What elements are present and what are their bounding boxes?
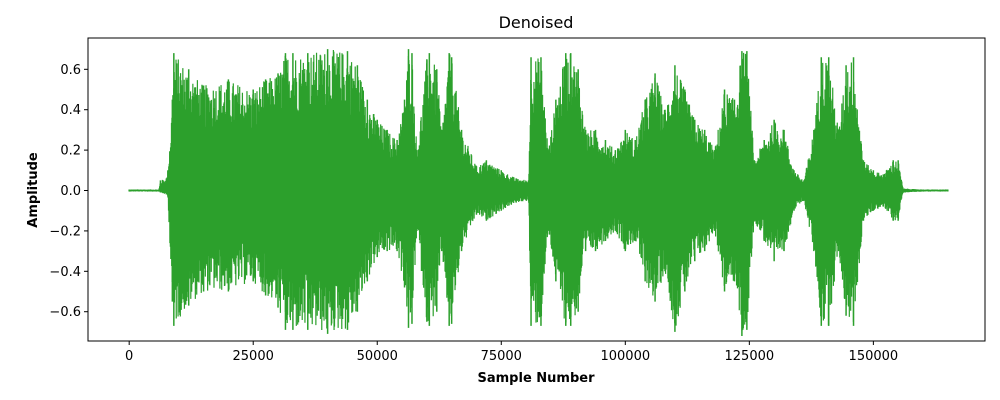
waveform-series-line [128,49,949,331]
y-tick-label: 0.6 [60,63,81,78]
x-tick-label: 25000 [233,349,274,364]
x-tick-label: 75000 [481,349,522,364]
x-axis-title: Sample Number [478,371,596,386]
x-tick-label: 125000 [725,349,775,364]
x-tick-label: 150000 [849,349,899,364]
y-tick-label: 0.4 [60,103,81,118]
y-axis-title: Amplitude [26,152,41,228]
chart-title: Denoised [499,13,574,32]
waveform-peak-lines [128,49,949,336]
y-tick-label: −0.2 [49,224,81,239]
y-tick-label: 0.0 [60,184,81,199]
x-axis: 0 25000 50000 75000 100000 125000 150000 [125,341,898,364]
y-tick-label: −0.6 [49,305,81,320]
x-tick-label: 0 [125,349,133,364]
x-tick-label: 100000 [600,349,650,364]
y-tick-label: 0.2 [60,144,81,159]
x-tick-label: 50000 [357,349,398,364]
y-tick-label: −0.4 [49,265,81,280]
waveform-layer [128,49,949,336]
plot-frame [87,37,986,342]
y-axis: −0.6 −0.4 −0.2 0.0 0.2 0.4 0.6 [49,63,88,320]
